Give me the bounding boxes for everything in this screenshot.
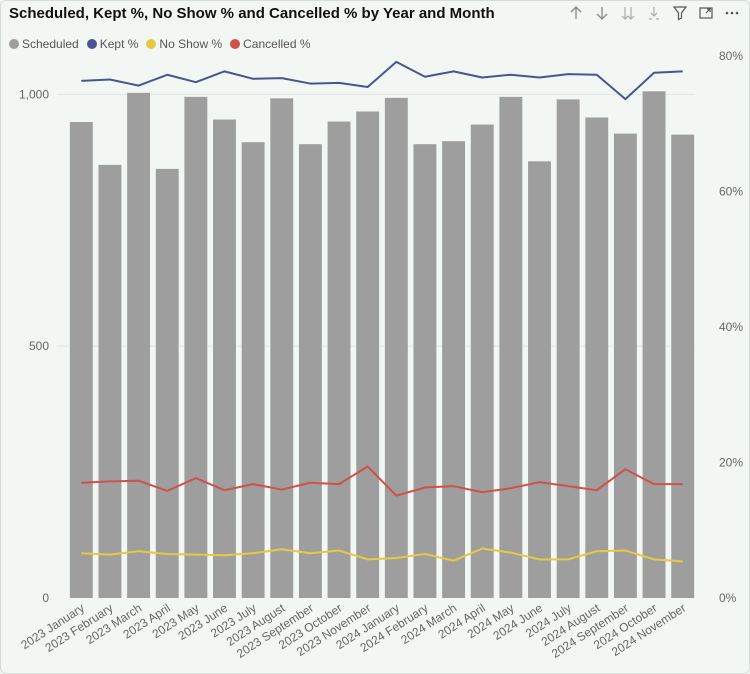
chart-title: Scheduled, Kept %, No Show % and Cancell… xyxy=(9,5,495,22)
bar-scheduled xyxy=(155,168,179,598)
line-cancelled xyxy=(81,465,683,497)
bar-scheduled xyxy=(327,121,351,598)
bar-scheduled xyxy=(184,96,208,598)
bar-scheduled xyxy=(642,91,666,598)
legend-label: Kept % xyxy=(99,37,139,51)
bar-scheduled xyxy=(528,161,551,598)
bar-scheduled xyxy=(413,144,437,598)
expand-hierarchy-icon[interactable] xyxy=(641,2,667,24)
y-right-tick-label: 0% xyxy=(719,591,737,605)
bar-scheduled xyxy=(671,134,695,599)
bar-scheduled xyxy=(241,142,265,598)
legend-label: Scheduled xyxy=(22,37,79,51)
bar-scheduled xyxy=(613,133,637,598)
bar-scheduled xyxy=(270,98,294,599)
bar-scheduled xyxy=(69,122,93,599)
filter-icon[interactable] xyxy=(667,2,693,24)
bar-scheduled xyxy=(585,117,609,598)
legend-label: Cancelled % xyxy=(243,37,311,51)
bar-scheduled xyxy=(127,92,151,598)
focus-mode-icon[interactable] xyxy=(693,2,719,24)
bar-scheduled xyxy=(384,97,408,599)
legend-label: No Show % xyxy=(159,37,223,51)
legend-marker xyxy=(146,39,157,49)
legend-item-kept[interactable]: Kept % xyxy=(86,37,139,51)
bar-scheduled xyxy=(499,96,523,598)
chart-legend: Scheduled Kept % No Show % Cancelled % xyxy=(9,37,311,51)
y-left-tick-label: 500 xyxy=(29,339,49,353)
legend-item-scheduled[interactable]: Scheduled xyxy=(9,37,79,51)
arrow-down-icon[interactable] xyxy=(589,2,615,24)
line-no-show xyxy=(81,547,683,563)
legend-marker xyxy=(230,39,241,49)
more-options-icon[interactable] xyxy=(719,2,745,24)
y-right-tick-label: 80% xyxy=(719,49,743,63)
y-left-tick-label: 1,000 xyxy=(19,87,49,101)
y-right-tick-label: 40% xyxy=(719,320,743,334)
bar-scheduled xyxy=(442,141,466,598)
bar-scheduled xyxy=(556,99,580,598)
arrow-up-icon[interactable] xyxy=(563,2,589,24)
bar-scheduled xyxy=(98,164,122,598)
legend-marker xyxy=(86,39,97,49)
legend-item-no-show[interactable]: No Show % xyxy=(146,37,222,51)
visual-header-toolbar xyxy=(563,2,745,24)
bar-scheduled xyxy=(298,144,322,598)
bar-scheduled xyxy=(470,124,494,598)
bar-scheduled xyxy=(213,119,236,598)
legend-item-cancelled[interactable]: Cancelled % xyxy=(230,37,311,51)
y-left-tick-label: 0 xyxy=(42,591,49,605)
line-kept xyxy=(81,60,683,101)
y-right-tick-label: 20% xyxy=(719,455,743,469)
y-right-tick-label: 60% xyxy=(719,184,743,198)
bar-scheduled xyxy=(356,111,380,598)
double-arrow-down-icon[interactable] xyxy=(615,2,641,24)
legend-marker xyxy=(9,39,19,49)
